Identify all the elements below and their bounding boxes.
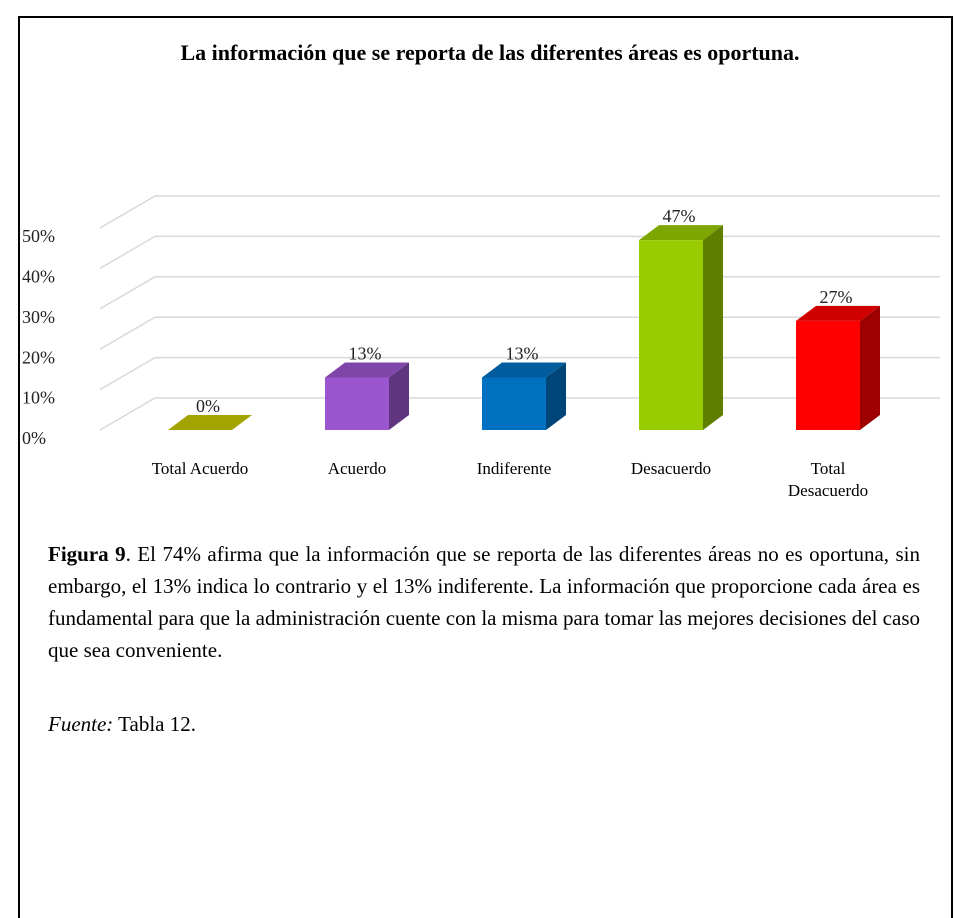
bar [639, 225, 723, 430]
y-tick-label: 50% [22, 226, 55, 246]
caption: Figura 9. El 74% afirma que la informaci… [48, 538, 920, 666]
value-label: 13% [349, 344, 382, 364]
source-label: Fuente: [48, 712, 114, 736]
bar-top [168, 415, 252, 430]
y-tick-label: 30% [22, 307, 55, 327]
bar-top [796, 305, 880, 321]
figure-frame [18, 16, 953, 918]
y-tick-label: 10% [22, 388, 55, 408]
bar-front [482, 377, 546, 430]
grid-line [99, 195, 940, 229]
bar [482, 362, 566, 430]
x-tick-label: Desacuerdo [630, 459, 712, 478]
value-label: 0% [196, 396, 220, 416]
grid-line [99, 276, 940, 310]
bar [796, 305, 880, 430]
x-tick-label: Total Desacuerdo [787, 459, 869, 500]
bar-top [325, 362, 409, 378]
value-label: 27% [820, 287, 853, 307]
grid-line [99, 235, 940, 270]
caption-text: . El 74% afirma que la información que s… [48, 542, 920, 662]
bar-top [482, 362, 566, 378]
bar-side [389, 362, 409, 430]
y-tick-label: 20% [22, 347, 55, 367]
chart-title: La información que se reporta de las dif… [180, 40, 800, 65]
caption-label: Figura 9 [48, 542, 126, 566]
y-tick-label: 0% [22, 428, 46, 448]
bar-side [703, 225, 723, 430]
bar-front [325, 377, 389, 430]
bar-top [639, 225, 723, 241]
bar-side [860, 305, 880, 430]
value-label: 47% [663, 206, 696, 226]
x-tick-label: Indiferente [476, 459, 552, 478]
bar-front [639, 240, 703, 430]
y-tick-label: 40% [22, 267, 55, 287]
value-label: 13% [506, 344, 539, 364]
source-text: Tabla 12. [113, 712, 197, 736]
bar [168, 415, 252, 430]
bar [325, 362, 409, 430]
bar-side [546, 362, 566, 430]
source: Fuente: Tabla 12. [48, 712, 196, 737]
bar-front [796, 320, 860, 430]
x-tick-label: Total Acuerdo [151, 459, 249, 478]
chart: 0% 10% 20% 30% 40% 50% 0% 13% 13% 47% 27% [22, 195, 940, 448]
x-tick-label: Acuerdo [327, 459, 387, 478]
